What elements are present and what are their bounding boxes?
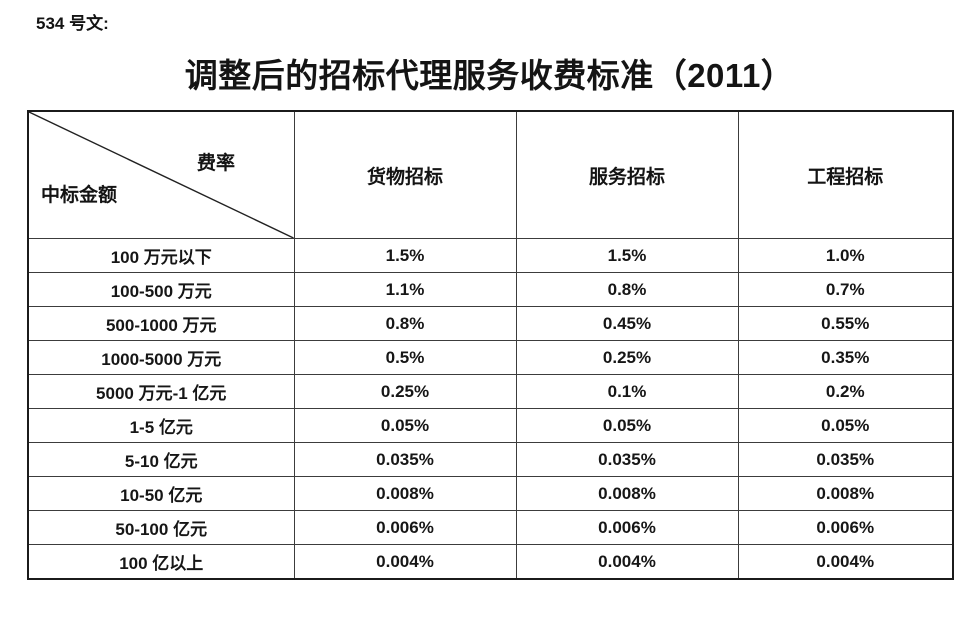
rate-value-cell: 0.004%	[515, 544, 739, 580]
row-label-amount-range: 5-10 亿元	[27, 442, 295, 477]
table-row: 1-5 亿元 0.05% 0.05% 0.05%	[27, 408, 954, 443]
table-header-row: 费率 中标金额 货物招标 服务招标 工程招标	[27, 110, 954, 239]
table-row: 500-1000 万元 0.8% 0.45% 0.55%	[27, 306, 954, 341]
row-label-amount-range: 5000 万元-1 亿元	[27, 374, 295, 409]
rate-value-cell: 0.8%	[515, 272, 739, 307]
table-row: 100-500 万元 1.1% 0.8% 0.7%	[27, 272, 954, 307]
rate-value-cell: 0.35%	[737, 340, 954, 375]
rate-value-cell: 0.035%	[515, 442, 739, 477]
rate-value-cell: 0.2%	[737, 374, 954, 409]
corner-header-cell: 费率 中标金额	[27, 110, 295, 239]
rate-value-cell: 0.8%	[293, 306, 517, 341]
rate-value-cell: 1.0%	[737, 238, 954, 273]
diagonal-divider-line	[29, 112, 294, 238]
table-row: 10-50 亿元 0.008% 0.008% 0.008%	[27, 476, 954, 511]
table-row: 5000 万元-1 亿元 0.25% 0.1% 0.2%	[27, 374, 954, 409]
rate-value-cell: 0.035%	[293, 442, 517, 477]
fee-table: 费率 中标金额 货物招标 服务招标 工程招标 100 万元以下 1.5% 1.5% 1…	[27, 110, 954, 580]
corner-label-rate: 费率	[197, 153, 236, 174]
table-row: 100 万元以下 1.5% 1.5% 1.0%	[27, 238, 954, 273]
column-header-goods-bidding: 货物招标	[293, 110, 517, 239]
rate-value-cell: 1.5%	[515, 238, 739, 273]
corner-label-bid-amount: 中标金额	[41, 185, 118, 206]
rate-value-cell: 0.55%	[737, 306, 954, 341]
rate-value-cell: 0.008%	[293, 476, 517, 511]
rate-value-cell: 0.008%	[737, 476, 954, 511]
rate-value-cell: 0.006%	[293, 510, 517, 545]
rate-value-cell: 1.1%	[293, 272, 517, 307]
row-label-amount-range: 1-5 亿元	[27, 408, 295, 443]
table-row: 50-100 亿元 0.006% 0.006% 0.006%	[27, 510, 954, 545]
doc-number: 534 号文:	[36, 14, 109, 33]
row-label-amount-range: 10-50 亿元	[27, 476, 295, 511]
row-label-amount-range: 100-500 万元	[27, 272, 295, 307]
column-header-works-bidding: 工程招标	[737, 110, 954, 239]
table-body: 100 万元以下 1.5% 1.5% 1.0% 100-500 万元 1.1% 0.8% 0.…	[27, 238, 954, 580]
row-label-amount-range: 1000-5000 万元	[27, 340, 295, 375]
table-row: 1000-5000 万元 0.5% 0.25% 0.35%	[27, 340, 954, 375]
row-label-amount-range: 100 万元以下	[27, 238, 295, 273]
rate-value-cell: 0.008%	[515, 476, 739, 511]
rate-value-cell: 0.004%	[293, 544, 517, 580]
table-row: 5-10 亿元 0.035% 0.035% 0.035%	[27, 442, 954, 477]
rate-value-cell: 0.05%	[737, 408, 954, 443]
rate-value-cell: 0.05%	[515, 408, 739, 443]
row-label-amount-range: 50-100 亿元	[27, 510, 295, 545]
rate-value-cell: 1.5%	[293, 238, 517, 273]
rate-value-cell: 0.45%	[515, 306, 739, 341]
column-header-service-bidding: 服务招标	[515, 110, 739, 239]
row-label-amount-range: 100 亿以上	[27, 544, 295, 580]
rate-value-cell: 0.25%	[515, 340, 739, 375]
rate-value-cell: 0.05%	[293, 408, 517, 443]
rate-value-cell: 0.5%	[293, 340, 517, 375]
rate-value-cell: 0.006%	[515, 510, 739, 545]
rate-value-cell: 0.035%	[737, 442, 954, 477]
row-label-amount-range: 500-1000 万元	[27, 306, 295, 341]
rate-value-cell: 0.004%	[737, 544, 954, 580]
rate-value-cell: 0.006%	[737, 510, 954, 545]
table-row: 100 亿以上 0.004% 0.004% 0.004%	[27, 544, 954, 580]
rate-value-cell: 0.1%	[515, 374, 739, 409]
page-title: 调整后的招标代理服务收费标准（2011）	[184, 57, 795, 94]
rate-value-cell: 0.25%	[293, 374, 517, 409]
rate-value-cell: 0.7%	[737, 272, 954, 307]
